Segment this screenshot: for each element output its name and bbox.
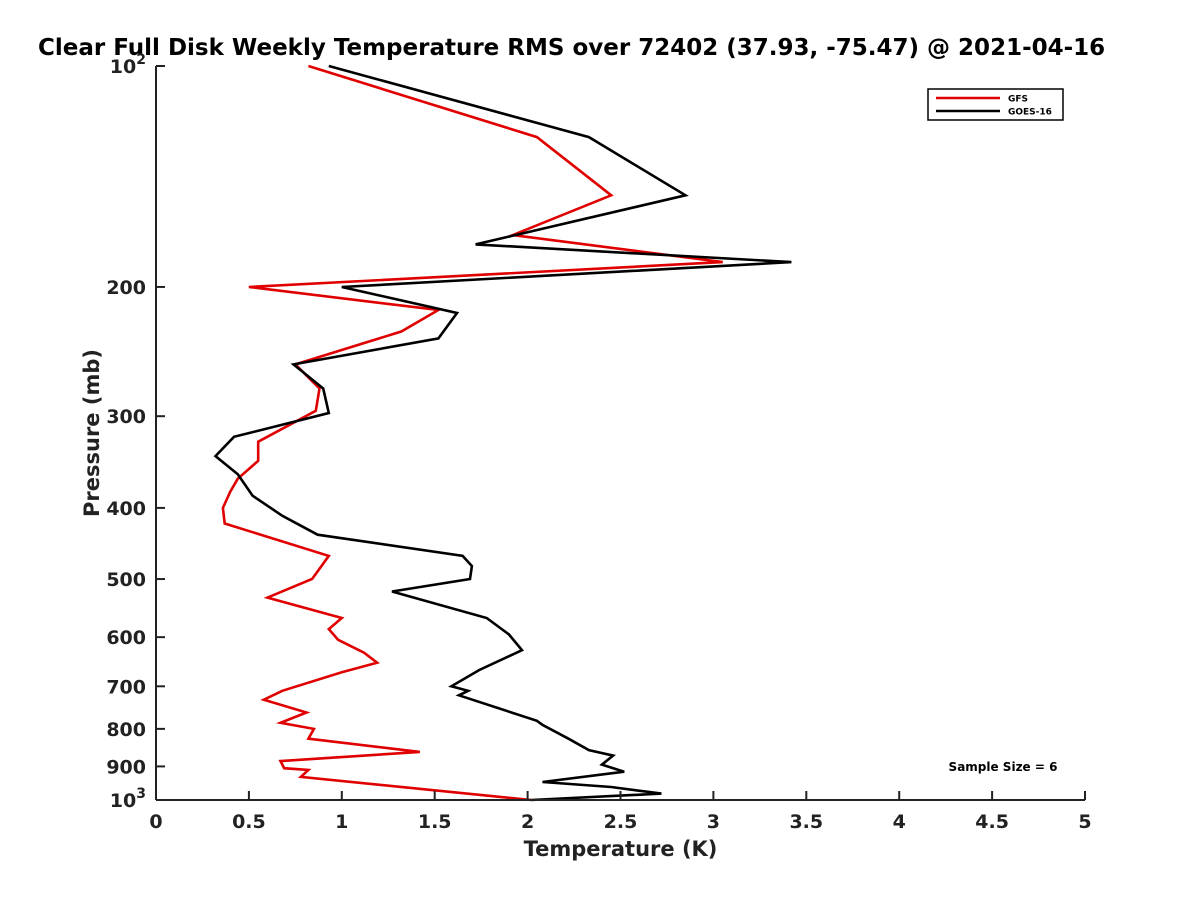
x-tick-label: 4 (893, 811, 906, 833)
x-tick-label: 0 (149, 811, 162, 833)
y-tick-label: 300 (106, 406, 146, 428)
series-layer (213, 64, 792, 802)
y-tick-label: 102 (110, 52, 146, 78)
legend-label: GOES-16 (1008, 108, 1052, 118)
y-tick-label: 800 (106, 719, 146, 741)
x-tick-label: 3.5 (789, 811, 823, 833)
x-tick-label: 0.5 (232, 811, 266, 833)
x-tick-label: 2 (521, 811, 534, 833)
x-axis-ticks: 0 0.5 1 1.5 2 2.5 3 3.5 4 4.5 5 (149, 791, 1092, 833)
series-line-gfs (221, 64, 723, 802)
y-tick-label: 900 (106, 756, 146, 778)
legend-box (927, 88, 1064, 121)
y-axis-ticks: 102 200 300 400 500 600 700 800 900 103 (106, 52, 165, 812)
series-line-goes-16 (213, 64, 792, 802)
legend-label: GFS (1008, 95, 1028, 105)
y-tick-label: 103 (110, 786, 146, 812)
y-tick-label: 200 (106, 277, 146, 299)
legend: GFS GOES-16 (927, 88, 1064, 121)
y-tick-label: 400 (106, 498, 146, 520)
y-tick-label: 700 (106, 676, 146, 698)
x-tick-label: 2.5 (604, 811, 638, 833)
x-tick-label: 3 (707, 811, 720, 833)
y-tick-label: 600 (106, 627, 146, 649)
x-tick-label: 1 (335, 811, 348, 833)
x-tick-label: 4.5 (975, 811, 1009, 833)
x-axis-label: Temperature (K) (524, 837, 718, 861)
y-tick-label: 500 (106, 569, 146, 591)
y-axis-label: Pressure (mb) (80, 349, 104, 517)
chart-title: Clear Full Disk Weekly Temperature RMS o… (38, 35, 1105, 61)
x-tick-label: 5 (1078, 811, 1091, 833)
x-tick-label: 1.5 (418, 811, 452, 833)
sample-size-annotation: Sample Size = 6 (949, 760, 1058, 774)
